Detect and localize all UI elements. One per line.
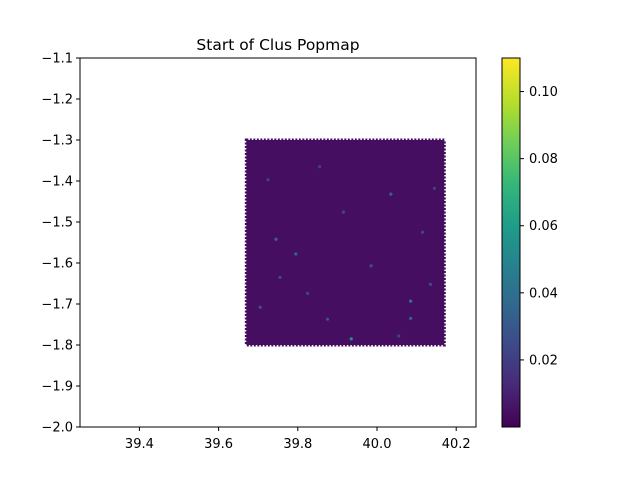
y-tick-label: −1.5	[41, 216, 73, 231]
y-axis: −1.1 −1.2 −1.3 −1.4 −1.5 −1.6 −1.7 −1.8 −1.9 −2.0	[41, 52, 80, 436]
data-point	[341, 210, 345, 214]
data-point	[409, 299, 413, 303]
data-point	[258, 305, 262, 309]
plot-data	[244, 138, 446, 347]
x-tick-label: 39.4	[125, 437, 154, 452]
data-point	[397, 334, 401, 338]
x-tick-label: 40.2	[442, 437, 471, 452]
colorbar-tick-label: 0.06	[529, 219, 558, 234]
chart-title: Start of Clus Popmap	[196, 36, 359, 54]
y-tick-label: −1.3	[41, 134, 73, 149]
plot-frame	[79, 57, 477, 428]
data-point	[294, 252, 298, 256]
data-point	[432, 186, 437, 190]
data-point	[428, 282, 433, 286]
y-tick-label: −2.0	[41, 421, 73, 436]
data-point	[409, 316, 413, 320]
colorbar-tick-label: 0.08	[529, 152, 558, 167]
y-tick-label: −1.9	[41, 380, 73, 395]
colorbar	[501, 57, 521, 428]
x-tick-label: 39.8	[283, 437, 312, 452]
colorbar-tick-label: 0.02	[529, 353, 558, 368]
colorbar-tick-label: 0.04	[529, 286, 558, 301]
x-axis: 39.4 39.6 39.8 40.0 40.2	[125, 427, 471, 452]
y-tick-label: −1.1	[41, 52, 73, 67]
x-tick-label: 39.6	[204, 437, 233, 452]
y-tick-label: −1.4	[41, 175, 73, 190]
y-tick-label: −1.2	[41, 93, 73, 108]
data-point	[306, 291, 310, 295]
y-tick-label: −1.8	[41, 339, 73, 354]
colorbar-tick-label: 0.10	[529, 85, 558, 100]
y-tick-label: −1.6	[41, 257, 73, 272]
data-point	[266, 178, 270, 182]
data-point	[278, 275, 282, 279]
data-point	[325, 317, 330, 321]
colorbar-axis: 0.02 0.04 0.06 0.08 0.10	[520, 85, 558, 368]
data-point	[389, 192, 393, 196]
population-region	[244, 138, 446, 347]
data-point	[349, 337, 353, 341]
data-point	[317, 165, 322, 169]
y-tick-label: −1.7	[41, 298, 73, 313]
data-point	[369, 264, 373, 268]
x-tick-label: 40.0	[363, 437, 392, 452]
data-point	[420, 230, 425, 234]
data-point	[274, 237, 278, 241]
